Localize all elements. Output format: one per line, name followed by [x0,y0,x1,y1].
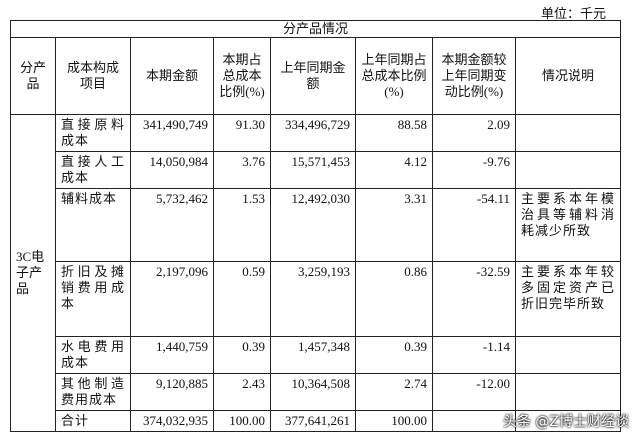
note-cell: 主要系本年模治具等辅料消耗减少所致 [514,188,622,262]
item-cell: 水电费用成本 [55,336,131,374]
value-cell: 100.00 [355,410,433,432]
value-cell: 12,492,030 [270,188,356,262]
item-cell: 其他制造费用成本 [55,373,131,411]
item-cell: 辅料成本 [55,188,131,262]
table-row: 折旧及摊销费用成本 2,197,096 0.59 3,259,193 0.86 -32.5… [11,261,622,337]
value-cell: 0.39 [355,336,433,374]
table-row: 直接人工成本 14,050,984 3.76 15,571,453 4.12 -9.76 [11,151,622,189]
value-cell: -12.00 [432,373,516,411]
unit-label: 单位：千元 [540,6,606,21]
item-cell: 折旧及摊销费用成本 [55,261,131,337]
value-cell: 3,259,193 [270,261,356,337]
value-cell: 0.59 [213,261,271,337]
note-cell: 主要系本年较多固定资产已折旧完毕所致 [514,261,622,337]
value-cell: 15,571,453 [270,151,356,189]
header-cell: 本期金额 [130,37,214,115]
value-cell: 1,457,348 [270,336,356,374]
table-row: 其他制造费用成本 9,120,885 2.43 10,364,508 2.74 -12.0… [11,373,622,411]
value-cell: -54.11 [432,188,516,262]
value-cell: 341,490,749 [130,114,214,152]
note-cell [514,373,622,411]
value-cell: 100.00 [213,410,271,432]
value-cell: 374,032,935 [130,410,214,432]
value-cell: 14,050,984 [130,151,214,189]
table-row: 分产品 成本构成项目 本期金额 本期占总成本比例(%) 上年同期金额 上年同期占总成本比例… [10,37,622,115]
value-cell: -1.14 [432,336,516,374]
value-cell: 0.86 [355,261,433,337]
header-cell: 本期金额较上年同期变动比例(%) [432,37,516,115]
note-cell [514,336,622,374]
value-cell: 1,440,759 [130,336,214,374]
value-cell: 2.74 [355,373,433,411]
value-cell: 2.09 [432,114,516,152]
value-cell: 2.43 [213,373,271,411]
table-row: 3C电子产品 直接原料成本 341,490,749 91.30 334,496,729 8… [10,114,622,432]
table-row: 水电费用成本 1,440,759 0.39 1,457,348 0.39 -1.14 [11,336,622,374]
header-cell: 本期占总成本比例(%) [213,37,271,115]
value-cell: 3.31 [355,188,433,262]
group-cell: 3C电子产品 [10,114,56,432]
value-cell: 91.30 [213,114,271,152]
item-cell: 直接人工成本 [55,151,131,189]
value-cell: 5,732,462 [130,188,214,262]
value-cell: 9,120,885 [130,373,214,411]
note-cell [514,114,622,152]
value-cell: 334,496,729 [270,114,356,152]
value-cell: -9.76 [432,151,516,189]
table-row: 合计 374,032,935 100.00 377,641,261 100.00 [11,410,622,432]
header-cell: 成本构成项目 [55,37,131,115]
header-cell: 上年同期占总成本比例(%) [355,37,433,115]
watermark: 头条 @Z博士财经谈 [502,414,629,430]
header-cell: 分产品 [10,37,56,115]
value-cell: 0.39 [213,336,271,374]
value-cell: -32.59 [432,261,516,337]
item-cell: 合计 [55,410,131,432]
cost-table: 分产品情况 分产品 成本构成项目 本期金额 本期占总成本比例(%) 上年同期金额 上年同期占… [9,20,622,432]
item-cell: 直接原料成本 [55,114,131,152]
value-cell: 2,197,096 [130,261,214,337]
value-cell: 377,641,261 [270,410,356,432]
note-cell [514,410,622,432]
value-cell: 4.12 [355,151,433,189]
value-cell: 3.76 [213,151,271,189]
value-cell: 1.53 [213,188,271,262]
table-caption: 分产品情况 [9,20,622,38]
header-cell: 情况说明 [514,37,622,115]
value-cell: 10,364,508 [270,373,356,411]
value-cell: 88.58 [355,114,433,152]
table-row: 分产品情况 [9,20,622,38]
note-cell [514,151,622,189]
table-row: 辅料成本 5,732,462 1.53 12,492,030 3.31 -54.11 主要系… [11,188,622,262]
header-cell: 上年同期金额 [270,37,356,115]
